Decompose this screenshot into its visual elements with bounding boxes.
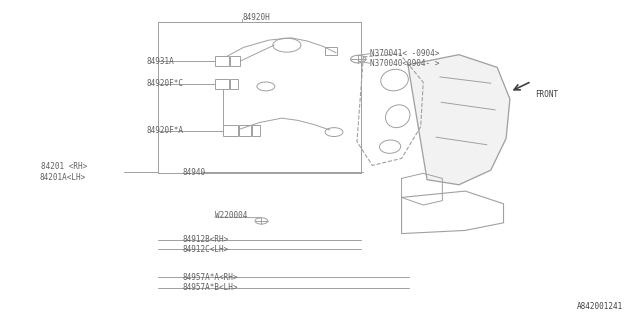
Text: 84912C<LH>: 84912C<LH> — [183, 245, 229, 254]
Polygon shape — [408, 55, 510, 185]
Text: FRONT: FRONT — [536, 91, 559, 100]
Text: 84920H: 84920H — [243, 13, 270, 22]
Text: 84931A: 84931A — [147, 57, 175, 66]
Text: 84912B<RH>: 84912B<RH> — [183, 236, 229, 244]
Text: 84957A*B<LH>: 84957A*B<LH> — [183, 283, 239, 292]
Text: W220004: W220004 — [215, 211, 247, 220]
Text: 84940: 84940 — [183, 168, 206, 177]
Text: N370041< -0904>: N370041< -0904> — [370, 49, 439, 58]
Text: N370040<0904- >: N370040<0904- > — [370, 59, 439, 68]
Text: 84957A*A<RH>: 84957A*A<RH> — [183, 273, 239, 282]
Text: 84920F*C: 84920F*C — [147, 79, 184, 88]
Text: A842001241: A842001241 — [577, 302, 623, 311]
Text: 84201A<LH>: 84201A<LH> — [40, 173, 86, 182]
Text: 84201 <RH>: 84201 <RH> — [41, 163, 87, 172]
Text: 84920F*A: 84920F*A — [147, 126, 184, 135]
